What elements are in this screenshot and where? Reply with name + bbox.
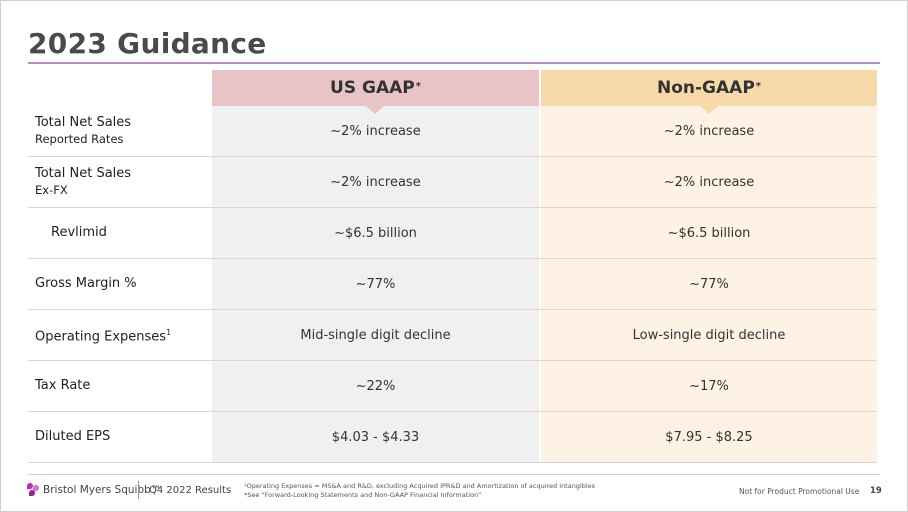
logo-text: Bristol Myers Squibb™	[43, 484, 162, 496]
footnotes: ¹Operating Expenses = MS&A and R&D, excl…	[244, 482, 595, 500]
gaap-value: ~2% increase	[330, 124, 421, 139]
table-row-gross-margin: Gross Margin % ~77% ~77%	[28, 259, 877, 310]
non-gaap-value: ~2% increase	[663, 175, 755, 190]
non-gaap-value: Low-single digit decline	[632, 328, 786, 343]
row-label: Operating Expenses1	[28, 325, 212, 345]
row-label: Revlimid	[28, 225, 212, 241]
table-row-total-net-sales-reported: Total Net Sales Reported Rates ~2% incre…	[28, 106, 877, 157]
row-label: Total Net Sales Reported Rates	[28, 115, 212, 147]
row-label-main: Diluted EPS	[35, 429, 111, 444]
gaap-value: Mid-single digit decline	[300, 328, 451, 343]
row-label-main: Tax Rate	[35, 378, 91, 393]
footnote-1: ¹Operating Expenses = MS&A and R&D, excl…	[244, 482, 596, 490]
row-label-sub: Ex-FX	[35, 183, 68, 197]
bms-logo-icon	[27, 483, 39, 497]
non-gaap-value: ~$6.5 billion	[667, 226, 751, 241]
footer-divider	[28, 474, 880, 475]
gaap-header-pointer	[366, 106, 384, 114]
non-gaap-header-mark: *	[755, 80, 762, 92]
row-label-main: Operating Expenses	[35, 329, 167, 345]
footer-separator	[138, 481, 139, 499]
row-label-main: Gross Margin %	[35, 276, 137, 291]
gaap-value: $4.03 - $4.33	[331, 430, 420, 445]
row-label-sub: Reported Rates	[35, 132, 124, 146]
page-number: 19	[870, 486, 882, 496]
company-logo: Bristol Myers Squibb™	[27, 483, 161, 497]
gaap-value: ~77%	[355, 277, 396, 292]
row-label-main: Total Net Sales	[35, 166, 132, 181]
footnote-2: *See “Forward-Looking Statements and Non…	[244, 491, 482, 499]
table-row-total-net-sales-exfx: Total Net Sales Ex-FX ~2% increase ~2% i…	[28, 157, 877, 208]
gaap-column-header: US GAAP *	[212, 70, 539, 106]
title-divider	[28, 62, 880, 64]
non-gaap-value: ~17%	[689, 379, 729, 394]
non-gaap-column-background	[541, 106, 877, 463]
gaap-column-background	[212, 106, 539, 463]
row-label: Diluted EPS	[28, 429, 212, 445]
gaap-value: ~22%	[355, 379, 396, 394]
row-label-footnote-mark: 1	[166, 327, 172, 337]
non-gaap-header-label: Non-GAAP	[656, 78, 755, 98]
promo-disclaimer: Not for Product Promotional Use	[739, 487, 860, 496]
non-gaap-value: ~2% increase	[663, 124, 755, 139]
gaap-header-label: US GAAP	[330, 78, 415, 98]
non-gaap-header-pointer	[700, 106, 718, 114]
non-gaap-value: $7.95 - $8.25	[665, 430, 753, 445]
table-row-operating-expenses: Operating Expenses1 Mid-single digit dec…	[28, 310, 877, 361]
gaap-header-mark: *	[415, 80, 421, 92]
non-gaap-value: ~77%	[689, 277, 729, 292]
row-label-main: Revlimid	[51, 225, 107, 240]
gaap-value: ~2% increase	[330, 175, 421, 190]
gaap-value: ~$6.5 billion	[334, 226, 417, 241]
row-label: Tax Rate	[28, 378, 212, 394]
table-row-diluted-eps: Diluted EPS $4.03 - $4.33 $7.95 - $8.25	[28, 412, 877, 463]
row-label-main: Total Net Sales	[35, 115, 132, 130]
page-title: 2023 Guidance	[28, 27, 267, 60]
table-row-tax-rate: Tax Rate ~22% ~17%	[28, 361, 877, 412]
row-label: Gross Margin %	[28, 276, 212, 292]
non-gaap-column-header: Non-GAAP *	[541, 70, 877, 106]
table-row-revlimid: Revlimid ~$6.5 billion ~$6.5 billion	[28, 208, 877, 259]
row-label: Total Net Sales Ex-FX	[28, 166, 212, 198]
results-label: Q4 2022 Results	[149, 485, 232, 496]
